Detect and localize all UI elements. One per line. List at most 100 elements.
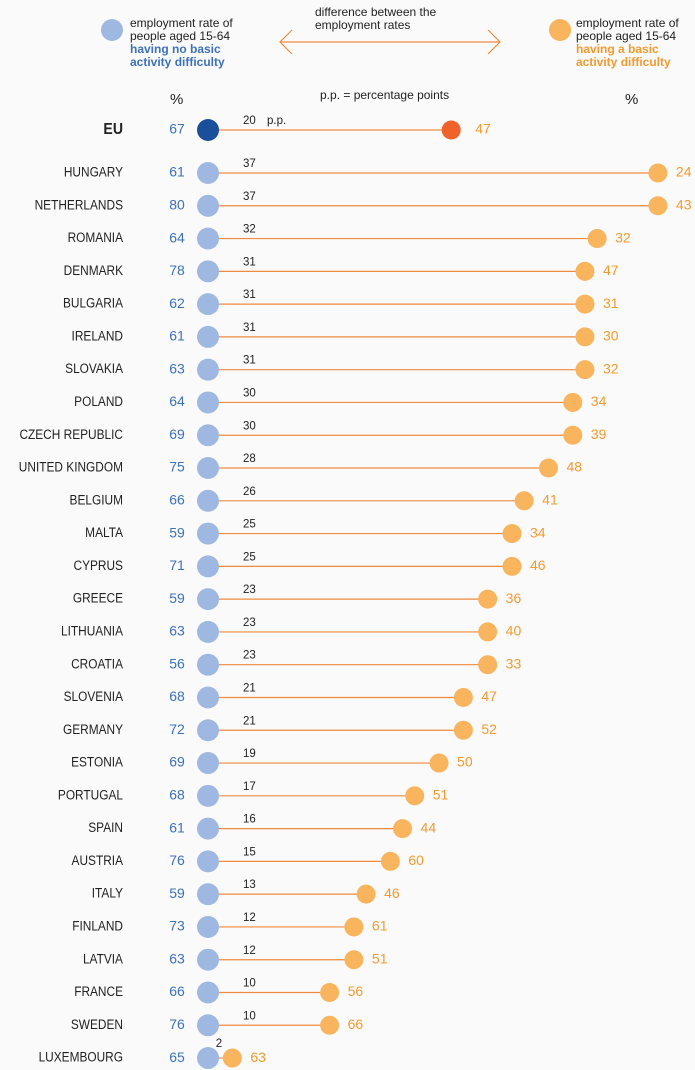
difference-label: 23 bbox=[243, 617, 256, 629]
difference-label: 31 bbox=[243, 322, 256, 334]
dot bbox=[478, 590, 497, 609]
dot bbox=[515, 491, 534, 510]
value-label: 59 bbox=[169, 885, 185, 901]
dot bbox=[197, 359, 219, 381]
difference-label: 37 bbox=[243, 158, 256, 170]
country-label: FRANCE bbox=[74, 983, 123, 999]
unit-label: % bbox=[625, 93, 638, 106]
dot bbox=[197, 162, 219, 184]
dot bbox=[478, 622, 497, 641]
dot bbox=[405, 786, 424, 805]
value-label: 63 bbox=[169, 360, 185, 376]
value-label: 75 bbox=[169, 459, 185, 475]
value-label: 51 bbox=[433, 787, 449, 803]
country-label: BULGARIA bbox=[63, 295, 124, 311]
chart: EU674720p.p.HUNGARY612437NETHERLANDS8043… bbox=[0, 0, 695, 1070]
value-label: 76 bbox=[169, 1016, 185, 1032]
dot bbox=[197, 850, 219, 872]
country-label: BELGIUM bbox=[70, 492, 123, 508]
value-label: 56 bbox=[348, 983, 364, 999]
country-label: ITALY bbox=[92, 885, 124, 901]
country-label: PORTUGAL bbox=[58, 787, 123, 803]
dot bbox=[381, 852, 400, 871]
value-label: 47 bbox=[603, 262, 619, 278]
dot bbox=[197, 391, 219, 413]
value-label: 41 bbox=[542, 492, 558, 508]
country-label: LUXEMBOURG bbox=[39, 1049, 123, 1065]
difference-label: 23 bbox=[243, 650, 256, 662]
dot bbox=[344, 917, 363, 936]
dot bbox=[197, 293, 219, 315]
legend-detail: having a basic activity difficulty bbox=[576, 42, 671, 69]
difference-label: 10 bbox=[243, 1010, 256, 1022]
country-label: NETHERLANDS bbox=[35, 197, 123, 213]
dot bbox=[197, 326, 219, 348]
value-label: 36 bbox=[506, 590, 522, 606]
country-label: EU bbox=[103, 120, 123, 138]
value-label: 61 bbox=[169, 328, 185, 344]
dot bbox=[197, 195, 219, 217]
difference-label: 15 bbox=[243, 846, 256, 858]
country-label: DENMARK bbox=[64, 262, 124, 278]
value-label: 30 bbox=[603, 328, 619, 344]
country-label: AUSTRIA bbox=[72, 852, 124, 868]
country-label: SWEDEN bbox=[71, 1016, 123, 1032]
dot bbox=[197, 1014, 219, 1036]
country-label: UNITED KINGDOM bbox=[19, 459, 123, 475]
difference-label: 23 bbox=[243, 584, 256, 596]
value-label: 44 bbox=[421, 819, 437, 835]
country-label: GERMANY bbox=[63, 721, 123, 737]
country-label: SPAIN bbox=[88, 819, 123, 835]
difference-title: difference between the employment rates bbox=[315, 6, 445, 32]
country-label: CZECH REPUBLIC bbox=[19, 426, 123, 442]
country-label: LITHUANIA bbox=[61, 623, 123, 639]
value-label: 73 bbox=[169, 918, 185, 934]
legend-text: employment rate of people aged 15-64 bbox=[576, 16, 679, 43]
unit-note: p.p. = percentage points bbox=[320, 89, 449, 102]
value-label: 46 bbox=[530, 557, 546, 573]
dot bbox=[454, 721, 473, 740]
dot bbox=[563, 393, 582, 412]
dot bbox=[197, 457, 219, 479]
dot bbox=[197, 621, 219, 643]
country-label: LATVIA bbox=[83, 951, 124, 967]
dot bbox=[575, 295, 594, 314]
country-label: GREECE bbox=[73, 590, 123, 606]
dot bbox=[223, 1049, 242, 1068]
value-label: 66 bbox=[348, 1016, 364, 1032]
dot bbox=[575, 262, 594, 281]
difference-label: 32 bbox=[243, 224, 256, 236]
difference-label: 26 bbox=[243, 486, 256, 498]
difference-label: 21 bbox=[243, 715, 256, 727]
dot bbox=[320, 1016, 339, 1035]
dot bbox=[197, 785, 219, 807]
dot bbox=[442, 121, 461, 140]
value-label: 60 bbox=[408, 852, 424, 868]
difference-label: 12 bbox=[243, 912, 256, 924]
value-label: 63 bbox=[169, 950, 185, 966]
dot bbox=[575, 360, 594, 379]
difference-label: 12 bbox=[243, 945, 256, 957]
difference-label: 31 bbox=[243, 355, 256, 367]
value-label: 61 bbox=[372, 918, 388, 934]
value-label: 63 bbox=[169, 623, 185, 639]
value-label: 52 bbox=[481, 721, 497, 737]
value-label: 59 bbox=[169, 590, 185, 606]
dot bbox=[197, 555, 219, 577]
dot bbox=[197, 719, 219, 741]
dot bbox=[575, 327, 594, 346]
value-label: 65 bbox=[169, 1049, 185, 1065]
dot bbox=[588, 229, 607, 248]
dot bbox=[393, 819, 412, 838]
difference-label: 31 bbox=[243, 256, 256, 268]
value-label: 32 bbox=[615, 229, 631, 245]
difference-label: 28 bbox=[243, 453, 256, 465]
country-label: FINLAND bbox=[72, 918, 123, 934]
difference-label: 25 bbox=[243, 551, 256, 563]
dot bbox=[197, 260, 219, 282]
dot bbox=[197, 424, 219, 446]
dot bbox=[197, 949, 219, 971]
value-label: 34 bbox=[530, 524, 546, 540]
